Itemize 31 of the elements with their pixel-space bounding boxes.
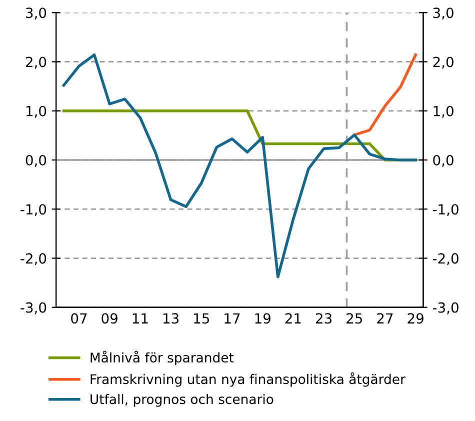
x-tick-label: 29 (408, 313, 424, 324)
y2-tick-label: 3,0 (433, 8, 454, 20)
y-tick-label: -3,0 (20, 302, 46, 314)
legend-label: Framskrivning utan nya finanspolitiska åtgärder (90, 372, 406, 387)
x-tick-label: 21 (285, 313, 301, 324)
y2-tick-label: 2,0 (433, 56, 454, 69)
y-tick-label: 0,0 (26, 154, 46, 167)
x-tick-label: 15 (194, 313, 210, 324)
y-tick-label: 2,0 (26, 56, 46, 69)
x-tick-label: 11 (132, 313, 148, 324)
y-tick-label: 3,0 (26, 8, 46, 20)
y-tick-label: -1,0 (20, 204, 46, 216)
x-tick-label: 13 (163, 313, 179, 324)
x-tick-label: 27 (377, 313, 393, 324)
legend-label: Utfall, prognos och scenario (90, 394, 274, 407)
legend-label: Målnivå för sparandet (90, 350, 234, 366)
x-tick-label: 09 (102, 313, 118, 324)
x-tick-label: 17 (224, 313, 240, 324)
line-series (62, 53, 417, 278)
y2-tick-label: -3,0 (432, 302, 458, 314)
y-tick-label: 1,0 (26, 106, 46, 118)
x-tick-label: 23 (316, 313, 332, 324)
y2-tick-label: 1,0 (434, 106, 454, 118)
y2-tick-label: -1,0 (432, 204, 458, 216)
y2-tick-label: -2,0 (432, 253, 458, 266)
x-tick-label: 25 (346, 313, 362, 324)
y-tick-label: -2,0 (20, 253, 46, 266)
line-series (352, 53, 417, 136)
x-tick-label: 19 (255, 313, 270, 324)
x-tick-label: 07 (71, 313, 87, 324)
y2-tick-label: 0,0 (433, 154, 454, 167)
